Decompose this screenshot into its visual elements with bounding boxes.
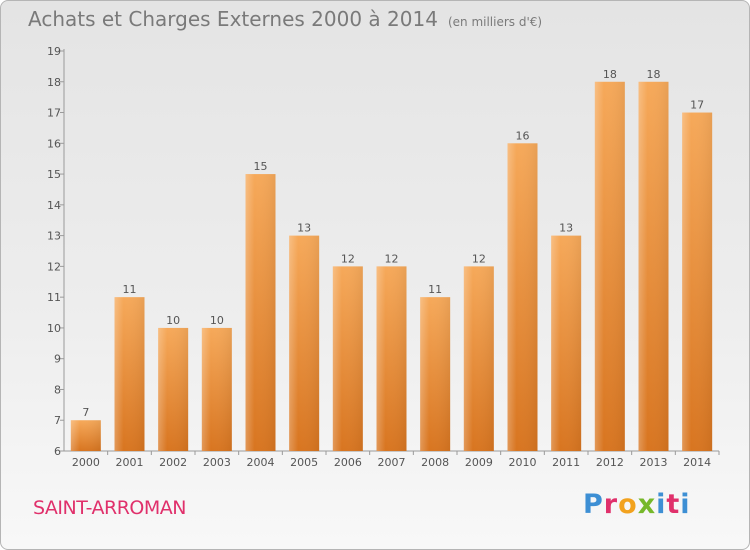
chart-header: Achats et Charges Externes 2000 à 2014 (e…: [28, 7, 542, 31]
logo-letter: x: [637, 489, 657, 520]
chart-tick-labels: 6 7 8 9 10 11 12 13 14 15 16 17 18 19 2000 2001 2002 2003…: [47, 45, 711, 469]
x-tick-label-2010: 2010: [509, 456, 537, 469]
y-tick-label: 14: [47, 199, 61, 212]
bar-2003: [201, 327, 232, 451]
x-tick-label-2012: 2012: [596, 456, 624, 469]
bar-2010: [507, 143, 538, 452]
data-label-2010: 16: [516, 129, 530, 142]
y-tick-label: 16: [47, 137, 61, 150]
bar-2011: [551, 235, 582, 451]
bar-2014: [682, 112, 713, 452]
data-label-2012: 18: [603, 68, 617, 81]
y-tick-label: 12: [47, 260, 61, 273]
y-tick-label: 7: [54, 414, 61, 427]
y-tick-label: 8: [54, 383, 61, 396]
logo-letter: i: [656, 489, 667, 520]
x-tick-label-2013: 2013: [640, 456, 668, 469]
x-tick-label-2007: 2007: [378, 456, 406, 469]
y-tick-label: 6: [54, 445, 61, 458]
data-label-2014: 17: [690, 99, 704, 112]
bar-2004: [245, 174, 276, 452]
y-tick-label: 11: [47, 291, 61, 304]
data-label-2004: 15: [254, 160, 268, 173]
bar-2008: [420, 297, 451, 451]
y-tick-label: 9: [54, 353, 61, 366]
x-tick-label-2002: 2002: [159, 456, 187, 469]
data-label-2003: 10: [210, 314, 224, 327]
bar-2005: [289, 235, 320, 451]
data-label-2007: 12: [385, 252, 399, 265]
x-tick-label-2011: 2011: [552, 456, 580, 469]
chart-unit: (en milliers d'€): [447, 15, 543, 29]
x-tick-label-2014: 2014: [683, 456, 711, 469]
bar-2006: [332, 266, 363, 451]
y-tick-label: 15: [47, 168, 61, 181]
y-tick-label: 13: [47, 230, 61, 243]
town-name: SAINT-ARROMAN: [33, 497, 187, 519]
bar-2007: [376, 266, 407, 451]
y-tick-label: 18: [47, 76, 61, 89]
logo-letter: P: [583, 489, 604, 520]
logo-letter: t: [666, 489, 681, 520]
data-label-2013: 18: [647, 68, 661, 81]
x-tick-label-2004: 2004: [247, 456, 275, 469]
logo-letter: r: [603, 489, 619, 520]
x-tick-label-2006: 2006: [334, 456, 362, 469]
y-tick-label: 10: [47, 322, 61, 335]
x-tick-label-2001: 2001: [116, 456, 144, 469]
data-label-2005: 13: [297, 222, 311, 235]
x-tick-label-2005: 2005: [290, 456, 318, 469]
data-label-2000: 7: [82, 406, 89, 419]
proxiti-logo: Proxiti: [583, 489, 691, 520]
bar-2009: [463, 266, 494, 451]
chart-data-labels: 7 11 10 10 15 13 12 12 11 12 16 13 18 18 17: [82, 68, 704, 419]
data-label-2001: 11: [123, 283, 137, 296]
x-tick-label-2003: 2003: [203, 456, 231, 469]
y-tick-label: 19: [47, 45, 61, 58]
bar-2012: [594, 81, 625, 452]
data-label-2002: 10: [166, 314, 180, 327]
chart-title: Achats et Charges Externes 2000 à 2014: [28, 7, 438, 31]
bar-2001: [114, 297, 145, 451]
data-label-2008: 11: [428, 283, 442, 296]
x-tick-label-2009: 2009: [465, 456, 493, 469]
data-label-2009: 12: [472, 252, 486, 265]
bar-2002: [158, 327, 189, 451]
data-label-2006: 12: [341, 252, 355, 265]
logo-letter: o: [618, 489, 638, 520]
x-tick-label-2008: 2008: [421, 456, 449, 469]
bar-2000: [70, 420, 101, 451]
bar-2013: [638, 81, 669, 452]
y-tick-label: 17: [47, 107, 61, 120]
x-tick-label-2000: 2000: [72, 456, 100, 469]
data-label-2011: 13: [559, 222, 573, 235]
logo-letter: i: [680, 489, 691, 520]
chart-bars: [70, 81, 713, 452]
